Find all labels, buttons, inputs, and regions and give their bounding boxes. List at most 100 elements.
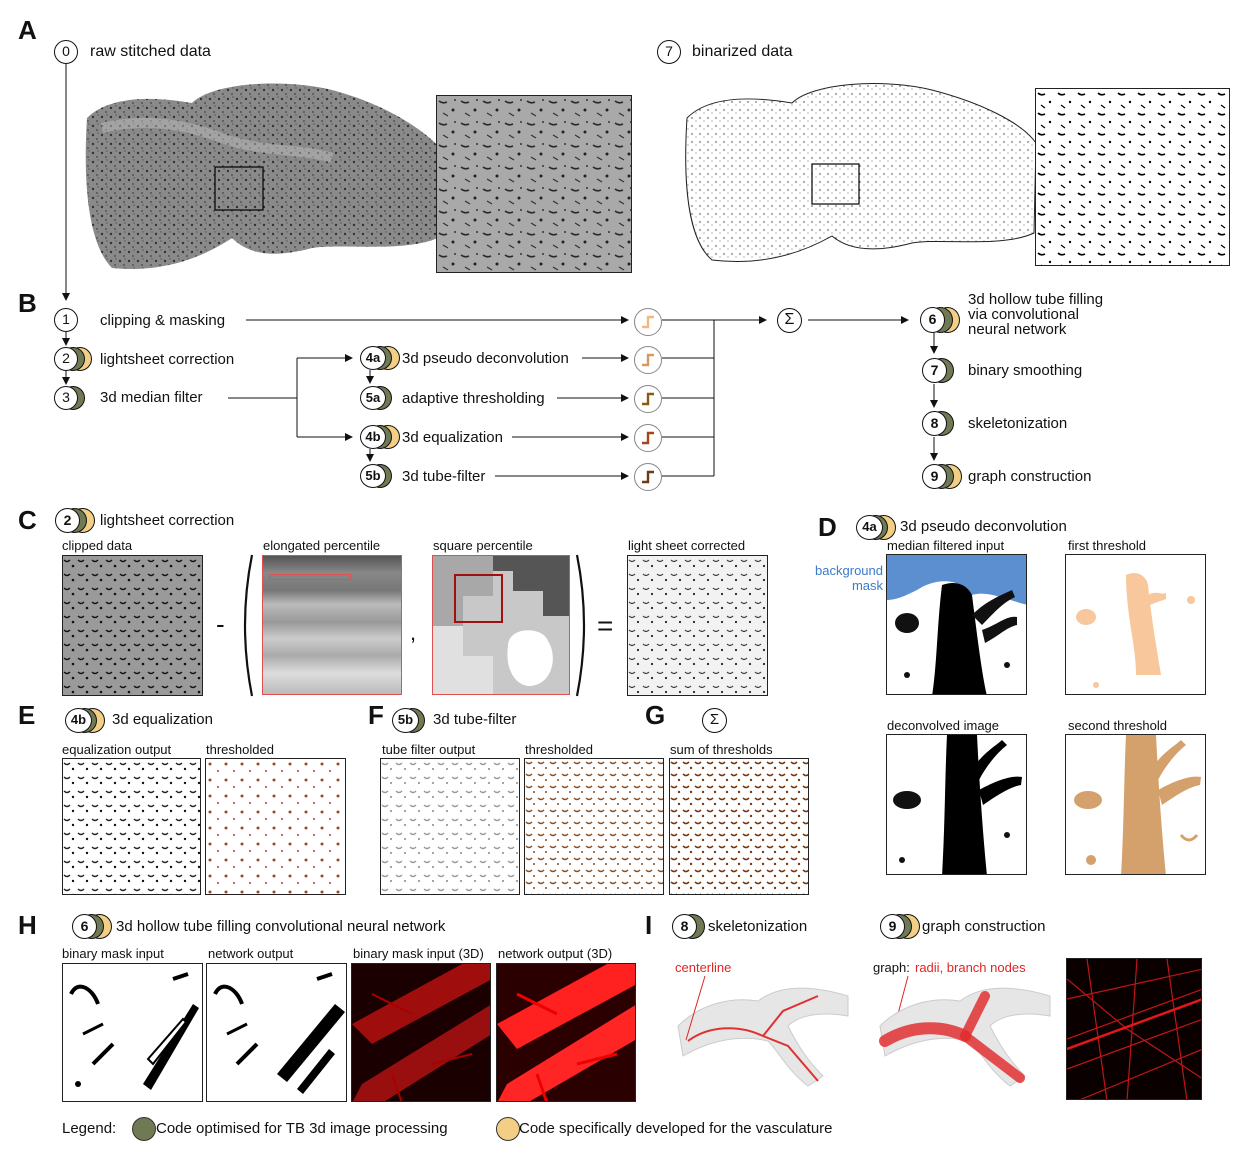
step-5b-badge: 5b (360, 464, 393, 488)
elongated-percentile-label: elongated percentile (263, 538, 381, 553)
step-2-label: lightsheet correction (100, 351, 235, 368)
step-6-label-line3: neural network (968, 321, 1067, 338)
step-4a-badge: 4a (360, 346, 400, 370)
step-function-icon-2 (634, 346, 662, 374)
elongated-percentile-image (262, 555, 402, 695)
equalization-output-label: equalization output (62, 742, 172, 757)
step-7a-badge: 7 (657, 40, 681, 64)
binary-mask-3d-label: binary mask input (3D) (353, 946, 484, 961)
panel-c-title: lightsheet correction (100, 512, 235, 529)
clipped-data-label: clipped data (62, 538, 133, 553)
tube-filter-thresholded-image (524, 758, 664, 895)
background-label-1: background (815, 563, 883, 578)
step-function-icon-4 (634, 424, 662, 452)
panel-label-b: B (18, 288, 37, 318)
panel-f-title: 3d tube-filter (433, 711, 517, 728)
step-5a-label: adaptive thresholding (402, 390, 545, 407)
step-9-badge: 9 (922, 464, 962, 489)
panel-label-d: D (818, 512, 837, 542)
equals-sign: = (597, 610, 614, 641)
sum-of-thresholds-image (669, 758, 809, 895)
panel-label-i: I (645, 910, 653, 940)
step-7-label: binary smoothing (968, 362, 1083, 379)
panel-d-title: 3d pseudo deconvolution (900, 518, 1067, 535)
panel-label-h: H (18, 910, 37, 940)
step-3-badge: 3 (54, 386, 85, 410)
panel-f-badge: 5b (392, 708, 425, 733)
binary-mask-input-image (62, 963, 203, 1102)
first-threshold-label: first threshold (1068, 538, 1147, 553)
step-5b-label: 3d tube-filter (402, 468, 486, 485)
raw-brain-image (82, 78, 442, 278)
median-filtered-label: median filtered input (887, 538, 1005, 553)
legend-title: Legend: (62, 1120, 117, 1137)
tube-filter-thresholded-label: thresholded (525, 742, 593, 757)
square-percentile-label: square percentile (433, 538, 533, 553)
network-output-image (206, 963, 347, 1102)
step-0-badge: 0 (54, 40, 78, 64)
step-1-label: clipping & masking (100, 312, 226, 329)
step-6-label-line1: 3d hollow tube filling (968, 291, 1104, 308)
step-8-label: skeletonization (968, 415, 1068, 432)
binarized-data-label: binarized data (692, 43, 793, 60)
binarized-brain-image (682, 68, 1038, 268)
graph-radii-label: radii, branch nodes (915, 960, 1026, 975)
panel-label-c: C (18, 505, 37, 535)
panel-i-badge-9: 9 (880, 914, 920, 939)
panel-i-badge-8: 8 (672, 914, 705, 939)
sum-of-thresholds-label: sum of thresholds (670, 742, 773, 757)
step-function-icon-1 (634, 308, 662, 336)
median-filtered-image (886, 554, 1027, 695)
step-5a-badge: 5a (360, 386, 393, 410)
square-percentile-image (432, 555, 570, 695)
clipped-data-image (62, 555, 203, 696)
network-output-3d-image (496, 963, 636, 1102)
panel-h-badge: 6 (72, 914, 112, 939)
step-6-badge: 6 (920, 307, 960, 333)
panel-e-badge: 4b (65, 708, 105, 733)
light-sheet-corrected-label: light sheet corrected (628, 538, 746, 553)
legend-tb-swatch (132, 1117, 156, 1141)
panel-label-e: E (18, 700, 36, 730)
step-function-icon-3 (634, 385, 662, 413)
binary-mask-3d-image (351, 963, 491, 1102)
background-label-2: mask (851, 578, 883, 593)
step-8-badge: 8 (922, 411, 954, 436)
graph-prefix-label: graph: (873, 960, 910, 975)
step-2-badge: 2 (54, 347, 92, 371)
equalization-thresholded-label: thresholded (206, 742, 274, 757)
equalization-output-image (62, 758, 201, 895)
step-function-icon-5 (634, 463, 662, 491)
step-4b-badge: 4b (360, 425, 400, 449)
network-output-3d-label: network output (3D) (498, 946, 613, 961)
step-7-badge: 7 (922, 358, 954, 383)
step-9-label: graph construction (968, 468, 1092, 485)
raw-data-label: raw stitched data (90, 43, 211, 60)
legend-vasc-swatch (496, 1117, 520, 1141)
graph-3d-image (870, 956, 1055, 1096)
sum-node: Σ (777, 308, 802, 333)
binary-mask-input-label: binary mask input (62, 946, 164, 961)
panel-label-g: G (645, 700, 666, 730)
panel-d-badge: 4a (856, 515, 896, 540)
tube-filter-output-label: tube filter output (382, 742, 476, 757)
deconvolved-image-label: deconvolved image (887, 718, 1000, 733)
panel-i-skeletonization-title: skeletonization (708, 918, 808, 935)
second-threshold-image (1065, 734, 1206, 875)
panel-label-a: A (18, 15, 37, 45)
step-4b-label: 3d equalization (402, 429, 503, 446)
first-threshold-image (1065, 554, 1206, 695)
light-sheet-corrected-image (627, 555, 768, 696)
deconvolved-image (886, 734, 1027, 875)
vascular-graph-image (1066, 958, 1202, 1100)
panel-g-sum-badge: Σ (702, 708, 727, 733)
centerline-label: centerline (675, 960, 732, 975)
second-threshold-label: second threshold (1068, 718, 1168, 733)
raw-zoom-image (436, 95, 632, 273)
comma-sign: , (410, 620, 417, 645)
panel-h-title: 3d hollow tube filling convolutional neu… (116, 918, 446, 935)
binarized-zoom-image (1035, 88, 1230, 266)
network-output-label: network output (208, 946, 294, 961)
minus-sign: - (216, 609, 225, 639)
